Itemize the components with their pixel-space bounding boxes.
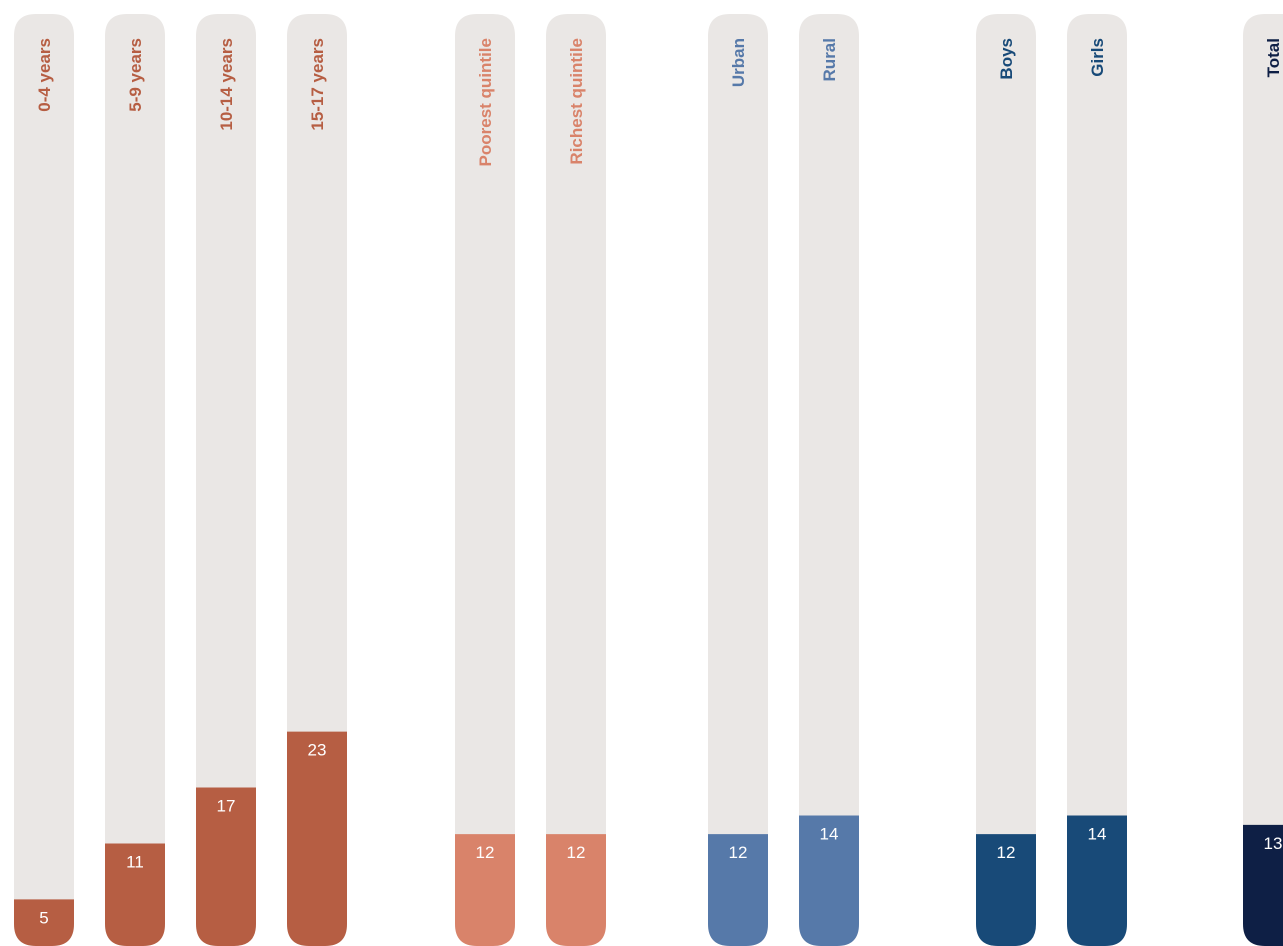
- bar-track-poorest-quintile: [455, 14, 515, 946]
- bar-track-total: [1243, 14, 1283, 946]
- category-label-girls: Girls: [1088, 38, 1107, 77]
- value-label-rural: 14: [820, 825, 839, 844]
- category-label-0-4-years: 0-4 years: [35, 38, 54, 112]
- value-label-total: 13: [1264, 834, 1283, 853]
- bar-total: [1243, 824, 1283, 946]
- bar-track-5-9-years: [105, 14, 165, 946]
- bar-5-9-years: [105, 843, 165, 946]
- bar-track-girls: [1067, 14, 1127, 946]
- bar-track-15-17-years: [287, 14, 347, 946]
- bar-group-girls: Girls 14: [1067, 14, 1127, 946]
- bar-group-0-4-years: 0-4 years 5: [14, 14, 74, 946]
- category-label-rural: Rural: [820, 38, 839, 81]
- category-label-boys: Boys: [997, 38, 1016, 80]
- category-label-richest-quintile: Richest quintile: [567, 38, 586, 165]
- bar-group-poorest-quintile: Poorest quintile 12: [455, 14, 515, 946]
- bar-track-10-14-years: [196, 14, 256, 946]
- value-label-boys: 12: [997, 843, 1016, 862]
- bar-track-boys: [976, 14, 1036, 946]
- category-label-urban: Urban: [729, 38, 748, 87]
- value-label-richest-quintile: 12: [567, 843, 586, 862]
- value-label-10-14-years: 17: [217, 797, 236, 816]
- bar-group-10-14-years: 10-14 years 17: [196, 14, 256, 946]
- bar-10-14-years: [196, 787, 256, 946]
- value-label-girls: 14: [1088, 825, 1107, 844]
- category-label-15-17-years: 15-17 years: [308, 38, 327, 131]
- bar-poorest-quintile: [455, 834, 515, 946]
- category-label-poorest-quintile: Poorest quintile: [476, 38, 495, 166]
- bar-group-boys: Boys 12: [976, 14, 1036, 946]
- value-label-poorest-quintile: 12: [476, 843, 495, 862]
- bar-group-total: Total 13: [1243, 14, 1283, 946]
- bar-track-rural: [799, 14, 859, 946]
- bar-urban: [708, 834, 768, 946]
- value-label-urban: 12: [729, 843, 748, 862]
- bar-boys: [976, 834, 1036, 946]
- value-label-5-9-years: 11: [126, 852, 144, 871]
- bar-track-urban: [708, 14, 768, 946]
- category-label-total: Total: [1264, 38, 1283, 77]
- bar-group-15-17-years: 15-17 years 23: [287, 14, 347, 946]
- bar-girls: [1067, 815, 1127, 946]
- bar-track-richest-quintile: [546, 14, 606, 946]
- bar-group-richest-quintile: Richest quintile 12: [546, 14, 606, 946]
- bar-group-urban: Urban 12: [708, 14, 768, 946]
- bar-15-17-years: [287, 731, 347, 946]
- bar-group-5-9-years: 5-9 years 11: [105, 14, 165, 946]
- bar-richest-quintile: [546, 834, 606, 946]
- bar-rural: [799, 815, 859, 946]
- bar-0-4-years: [14, 899, 74, 946]
- value-label-0-4-years: 5: [39, 908, 48, 927]
- bar-group-rural: Rural 14: [799, 14, 859, 946]
- bar-track-0-4-years: [14, 14, 74, 946]
- category-label-5-9-years: 5-9 years: [126, 38, 145, 112]
- category-label-10-14-years: 10-14 years: [217, 38, 236, 131]
- value-label-15-17-years: 23: [308, 741, 327, 760]
